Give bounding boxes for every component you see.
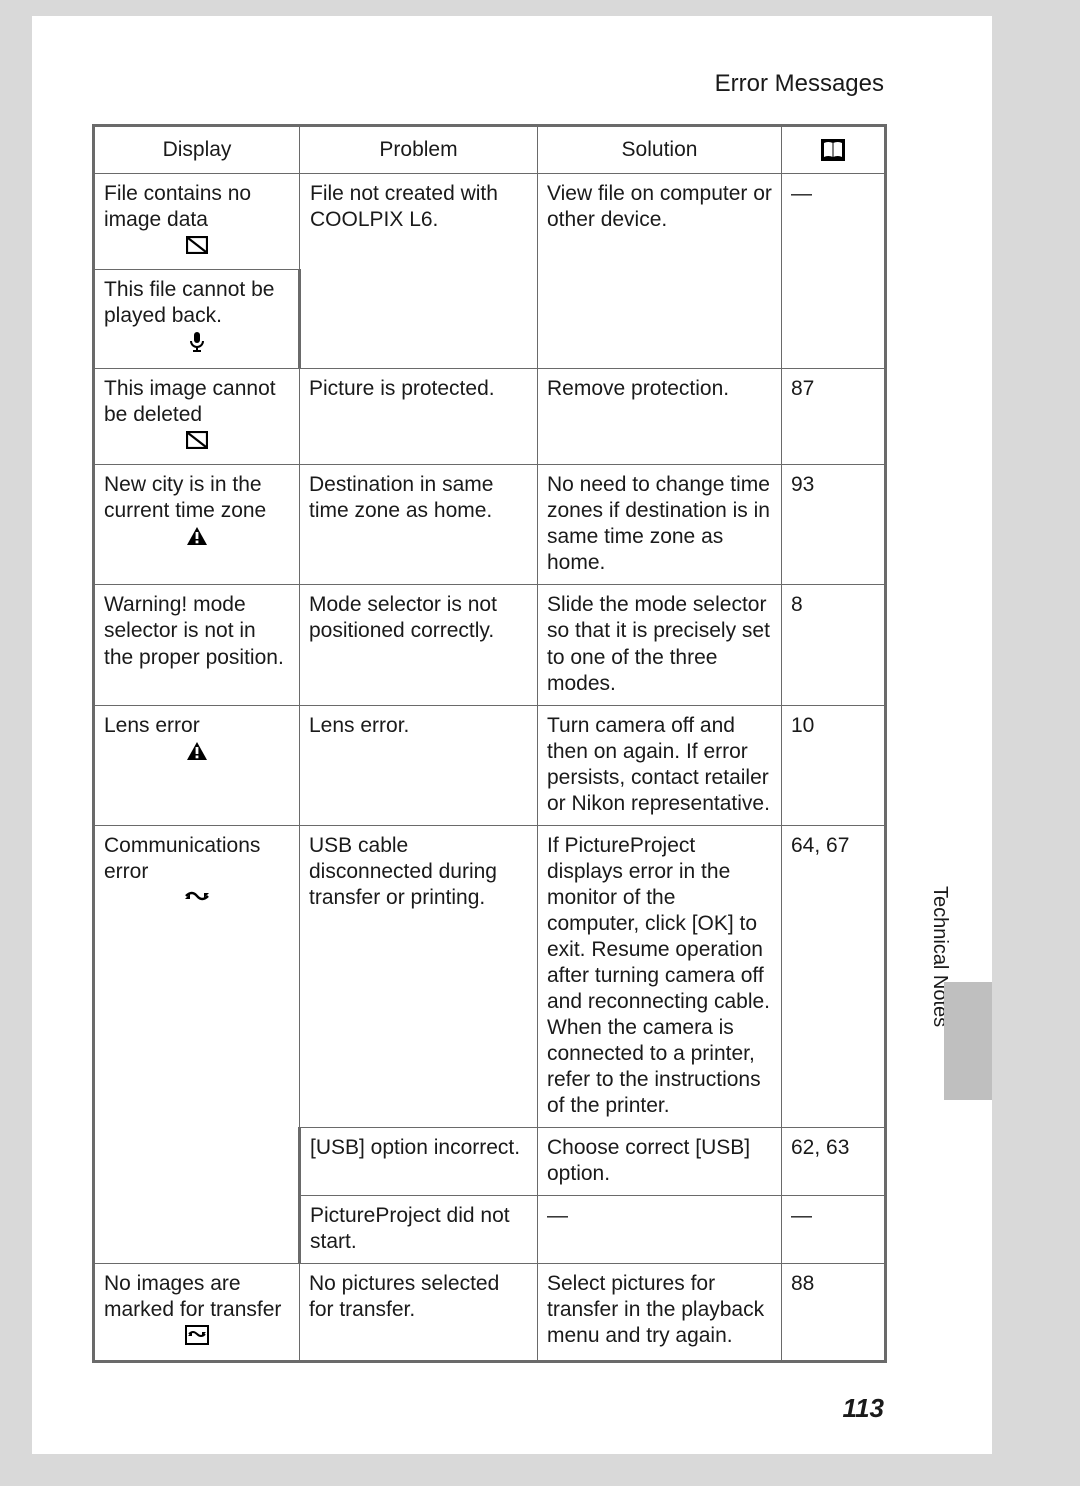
cell-solution: No need to change time zones if destinat… bbox=[538, 465, 782, 585]
cell-display: This file cannot be played back. bbox=[94, 270, 300, 369]
page-number: 113 bbox=[843, 1393, 884, 1424]
table-row: This image cannot be deletedPicture is p… bbox=[94, 369, 886, 465]
cell-reference: — bbox=[782, 174, 886, 369]
table-row: File contains no image dataFile not crea… bbox=[94, 174, 886, 270]
cell-problem: PictureProject did not start. bbox=[300, 1196, 538, 1264]
col-reference-icon bbox=[782, 126, 886, 174]
cell-solution: Remove protection. bbox=[538, 369, 782, 465]
display-text: Communications error bbox=[104, 833, 289, 885]
cell-problem: USB cable disconnected during transfer o… bbox=[300, 825, 538, 1127]
picture-transfer-icon bbox=[104, 1325, 290, 1352]
cell-display: Lens error bbox=[94, 705, 300, 825]
cell-solution: Turn camera off and then on again. If er… bbox=[538, 705, 782, 825]
cell-display: New city is in the current time zone bbox=[94, 465, 300, 585]
cell-solution: View file on computer or other device. bbox=[538, 174, 782, 369]
table-row: Lens error Lens error.Turn camera off and… bbox=[94, 705, 886, 825]
table-row: Warning! mode selector is not in the pro… bbox=[94, 585, 886, 705]
table-row: New city is in the current time zoneDest… bbox=[94, 465, 886, 585]
cell-solution: Choose correct [USB] option. bbox=[538, 1128, 782, 1196]
display-text: Lens error bbox=[104, 713, 290, 739]
cell-problem: [USB] option incorrect. bbox=[300, 1128, 538, 1196]
display-text: File contains no image data bbox=[104, 181, 290, 233]
no-image-icon bbox=[104, 235, 290, 261]
cell-problem: Lens error. bbox=[300, 705, 538, 825]
no-image-icon bbox=[104, 430, 290, 456]
warning-icon bbox=[104, 741, 290, 768]
display-text: New city is in the current time zone bbox=[104, 472, 290, 524]
error-messages-table: Display Problem Solution File contains n… bbox=[92, 124, 887, 1363]
side-thumb-tab bbox=[944, 982, 992, 1100]
col-display: Display bbox=[94, 126, 300, 174]
cell-problem: Picture is protected. bbox=[300, 369, 538, 465]
cell-reference: — bbox=[782, 1196, 886, 1264]
cell-display: Warning! mode selector is not in the pro… bbox=[94, 585, 300, 705]
warning-icon bbox=[104, 526, 290, 553]
transfer-icon bbox=[104, 887, 289, 913]
cell-display: File contains no image data bbox=[94, 174, 300, 270]
cell-solution: If PictureProject displays error in the … bbox=[538, 825, 782, 1127]
col-problem: Problem bbox=[300, 126, 538, 174]
table-row: No images are marked for transferNo pict… bbox=[94, 1264, 886, 1362]
cell-reference: 88 bbox=[782, 1264, 886, 1362]
cell-display: This image cannot be deleted bbox=[94, 369, 300, 465]
cell-reference: 87 bbox=[782, 369, 886, 465]
cell-solution: Slide the mode selector so that it is pr… bbox=[538, 585, 782, 705]
microphone-icon bbox=[104, 331, 289, 360]
table-header-row: Display Problem Solution bbox=[94, 126, 886, 174]
page: Error Messages Display Problem Solution … bbox=[32, 16, 992, 1454]
cell-problem: File not created with COOLPIX L6. bbox=[300, 174, 538, 369]
cell-reference: 64, 67 bbox=[782, 825, 886, 1127]
col-solution: Solution bbox=[538, 126, 782, 174]
cell-reference: 10 bbox=[782, 705, 886, 825]
table-row: Communications errorUSB cable disconnect… bbox=[94, 825, 886, 1127]
cell-solution: — bbox=[538, 1196, 782, 1264]
display-text: No images are marked for transfer bbox=[104, 1271, 290, 1323]
cell-solution: Select pictures for transfer in the play… bbox=[538, 1264, 782, 1362]
cell-problem: Destination in same time zone as home. bbox=[300, 465, 538, 585]
cell-reference: 8 bbox=[782, 585, 886, 705]
table-body: File contains no image dataFile not crea… bbox=[94, 174, 886, 1362]
cell-reference: 62, 63 bbox=[782, 1128, 886, 1196]
cell-display: Communications error bbox=[94, 825, 300, 1263]
display-text: This image cannot be deleted bbox=[104, 376, 290, 428]
display-text: Warning! mode selector is not in the pro… bbox=[104, 592, 290, 670]
display-text: This file cannot be played back. bbox=[104, 277, 289, 329]
page-title: Error Messages bbox=[715, 70, 884, 98]
cell-reference: 93 bbox=[782, 465, 886, 585]
cell-problem: Mode selector is not positioned correctl… bbox=[300, 585, 538, 705]
cell-problem: No pictures selected for transfer. bbox=[300, 1264, 538, 1362]
cell-display: No images are marked for transfer bbox=[94, 1264, 300, 1362]
